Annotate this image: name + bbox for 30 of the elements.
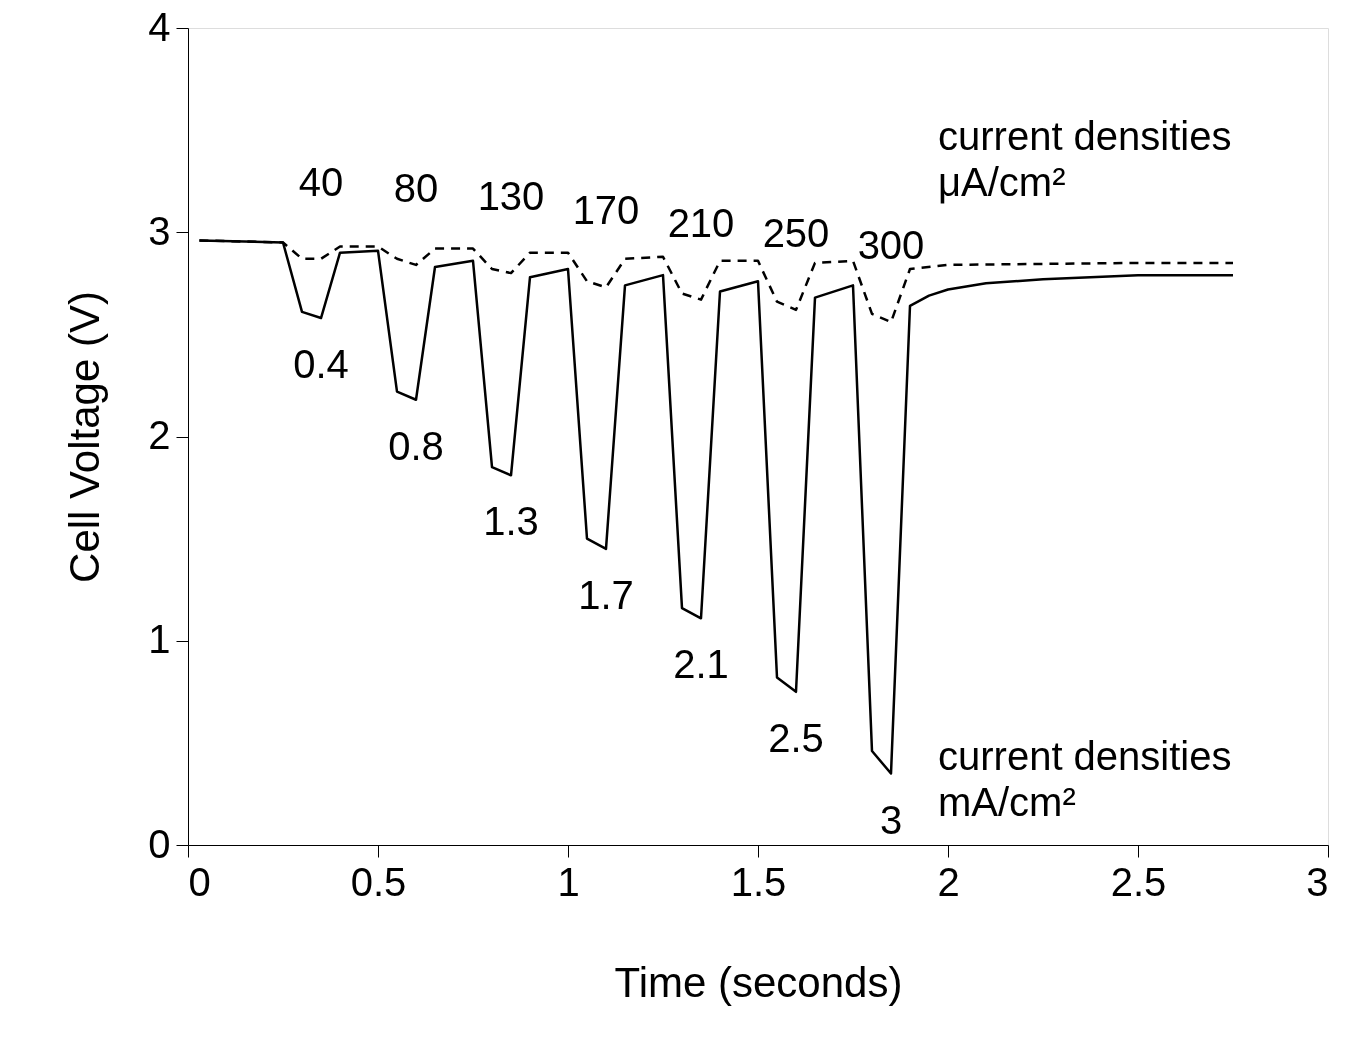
- y-tick-label: 4: [148, 4, 171, 49]
- x-tick-label: 0: [188, 859, 211, 904]
- annotation: 130: [477, 174, 545, 219]
- y-tick-label: 1: [148, 617, 171, 662]
- x-tick-label: 3: [1306, 859, 1329, 904]
- y-tick-label: 2: [148, 413, 171, 457]
- annotation: 300: [857, 223, 925, 268]
- annotation: 80: [393, 165, 439, 210]
- annotation: 1.7: [578, 572, 634, 617]
- x-tick-label: 2.5: [1110, 859, 1167, 904]
- y-tick-label: 0: [148, 821, 171, 866]
- y-tick-label: 3: [148, 208, 171, 253]
- annotation: current densities μA/cm²: [938, 114, 1232, 204]
- annotation: 170: [572, 188, 640, 233]
- x-tick-label: 1.5: [730, 859, 787, 904]
- annotation: 3: [879, 797, 903, 842]
- x-tick-label: 1: [557, 859, 580, 904]
- x-tick-label: 2: [937, 859, 960, 904]
- annotation: 2.5: [768, 715, 824, 760]
- annotation: 1.3: [483, 499, 539, 544]
- annotation: 210: [667, 200, 735, 245]
- x-axis-title: Time (seconds): [614, 958, 903, 1006]
- annotation: 250: [762, 210, 830, 255]
- annotation: 0.4: [293, 342, 349, 387]
- annotation: 0.8: [388, 423, 444, 468]
- annotation: 2.1: [673, 642, 729, 687]
- y-axis-title: Cell Voltage (V): [61, 291, 109, 583]
- annotation: 40: [298, 159, 344, 204]
- x-tick-label: 0.5: [350, 859, 407, 904]
- annotation: current densities mA/cm²: [938, 734, 1232, 824]
